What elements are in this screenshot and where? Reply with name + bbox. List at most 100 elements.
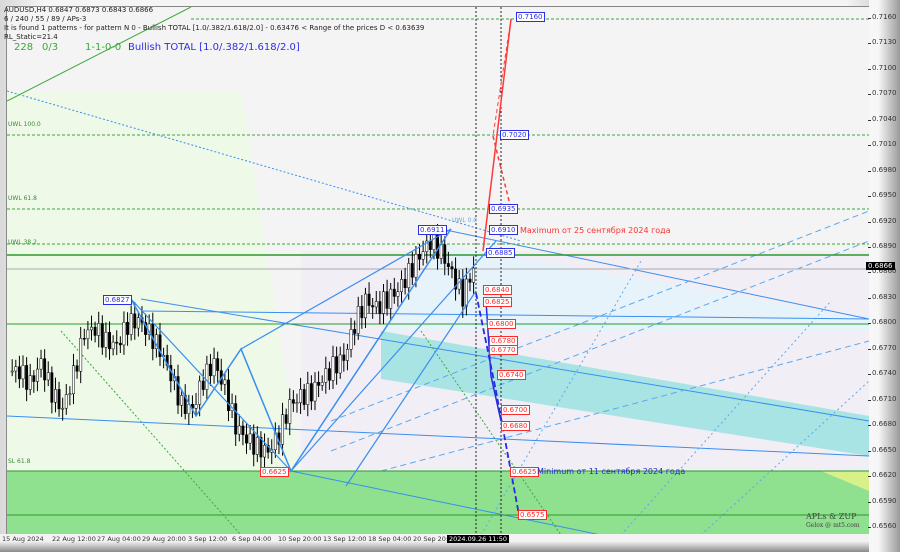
candle <box>75 365 79 372</box>
candle <box>443 244 447 264</box>
price-tick: 0.7130 <box>868 38 897 47</box>
candle <box>403 279 407 289</box>
candle <box>223 379 227 385</box>
pattern-xb <box>130 298 292 472</box>
price-tick: 0.6560 <box>868 521 897 530</box>
candle <box>378 301 382 314</box>
plot-area[interactable] <box>6 6 870 536</box>
candle <box>302 389 306 405</box>
candle <box>241 425 245 436</box>
candle <box>129 313 133 335</box>
minimum-note: Minimum от 11 сентября 2024 года <box>537 467 686 476</box>
level-label: 0.6680 <box>501 421 530 431</box>
level-label: 0.6625 <box>510 467 539 477</box>
candle <box>39 358 43 370</box>
price-tick: 0.6620 <box>868 471 897 480</box>
candle <box>306 383 310 405</box>
price-axis[interactable]: 0.7160 0.7130 0.7100 0.7070 0.7040 0.7010 0.69… <box>868 0 900 552</box>
candle <box>108 332 111 350</box>
candle <box>331 356 335 381</box>
channel-mid <box>140 310 869 320</box>
price-tick: 0.6920 <box>868 216 897 225</box>
candle <box>216 358 220 371</box>
candle <box>425 240 429 252</box>
wl-label: UWL 38.2 <box>8 239 37 246</box>
projection-red-dashed <box>492 135 512 210</box>
time-tick: 15 Aug 2024 <box>2 535 44 543</box>
candle <box>356 306 360 334</box>
bull-zone <box>7 471 869 535</box>
candle <box>345 349 349 361</box>
candle <box>439 244 443 259</box>
candle <box>454 268 458 290</box>
watermark-title: APLs & ZUP <box>806 512 857 521</box>
candle <box>266 445 270 453</box>
candle <box>50 372 54 403</box>
time-tick: 13 Sep 12:00 <box>323 535 367 543</box>
level-label: 0.6935 <box>489 204 518 214</box>
candle <box>248 433 252 444</box>
candle <box>400 279 403 292</box>
candle <box>324 368 328 383</box>
price-tick: 0.6950 <box>868 191 897 200</box>
candle <box>252 433 256 455</box>
candle <box>295 402 299 404</box>
candle <box>93 326 97 336</box>
channel-zone <box>381 331 869 456</box>
params-line: 6 / 240 / 55 / 89 / APs-3 <box>4 15 87 23</box>
dashed-blue-1 <box>330 210 869 422</box>
watermark-sub: Gelox @ mt5.com <box>806 522 860 529</box>
candle <box>389 288 393 309</box>
pattern-leg <box>290 240 497 472</box>
stat-ratio: 0/3 <box>42 42 59 53</box>
candle <box>338 354 342 374</box>
pattern-bd <box>240 228 452 350</box>
level-label: 0.6911 <box>418 225 447 235</box>
price-tick: 0.6800 <box>868 318 897 327</box>
candle <box>111 341 115 350</box>
price-tick: 0.7010 <box>868 140 897 149</box>
candle <box>327 368 331 381</box>
price-tick: 0.7070 <box>868 89 897 98</box>
price-tick: 0.7160 <box>868 13 897 21</box>
time-axis[interactable]: 15 Aug 2024 22 Aug 12:00 27 Aug 04:00 29… <box>0 534 869 552</box>
candle <box>392 288 396 297</box>
candle <box>428 240 432 250</box>
candle <box>32 375 36 382</box>
candle <box>432 234 436 250</box>
candle <box>46 372 50 381</box>
level-label: 0.6575 <box>518 510 547 520</box>
candle <box>446 263 450 267</box>
candle <box>28 375 32 390</box>
time-tick: 27 Aug 04:00 <box>97 535 141 543</box>
candle <box>205 363 209 390</box>
candle <box>461 278 465 307</box>
candle <box>64 394 68 409</box>
candle <box>313 381 317 402</box>
level-label: 0.7020 <box>500 130 529 140</box>
candle <box>122 322 126 346</box>
candle <box>104 332 108 348</box>
candle <box>90 326 93 331</box>
price-tick: 0.7040 <box>868 114 897 123</box>
level-label: 0.6625 <box>260 467 289 477</box>
candle <box>450 266 454 270</box>
candle <box>72 365 75 395</box>
candle <box>396 291 400 297</box>
candle <box>472 267 476 283</box>
candle <box>349 329 353 350</box>
candle <box>342 354 346 361</box>
candle <box>194 404 198 409</box>
candle <box>115 341 119 344</box>
candle <box>227 379 230 411</box>
candle <box>14 366 18 372</box>
candle <box>136 317 140 329</box>
price-tick: 0.6650 <box>868 445 897 454</box>
price-tick: 0.6710 <box>868 394 897 403</box>
candle <box>54 389 57 403</box>
level-label: 0.6770 <box>489 345 518 355</box>
candle <box>464 278 468 307</box>
level-label: 0.6740 <box>497 370 526 380</box>
price-tick: 0.7100 <box>868 63 897 72</box>
candle <box>10 370 14 373</box>
